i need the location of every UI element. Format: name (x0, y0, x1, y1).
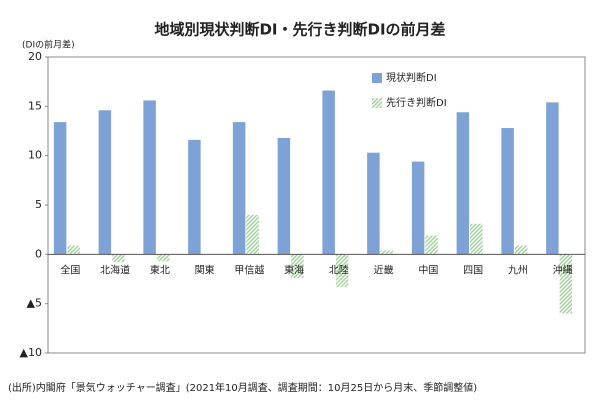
y-tick-label: 15 (28, 99, 42, 112)
bar (501, 128, 514, 255)
bar (156, 254, 170, 262)
bar (411, 161, 425, 255)
legend-swatch (372, 73, 382, 83)
bar (246, 214, 259, 255)
bar (335, 254, 349, 287)
source-note: (出所)内閣府「景気ウォッチャー調査」(2021年10月調査、調査期間：10月2… (8, 381, 477, 394)
x-tick-label: 関東 (195, 263, 215, 276)
y-tick-label: 20 (28, 50, 42, 63)
bar (232, 122, 246, 255)
x-tick-label: 北陸 (329, 263, 349, 276)
y-tick-label: 10 (28, 149, 42, 162)
bar (112, 254, 125, 263)
bar (367, 152, 380, 255)
bar (322, 90, 335, 255)
y-tick-label: ▲10 (20, 346, 42, 359)
bar (559, 254, 573, 314)
x-tick-label: 中国 (418, 263, 438, 276)
bar (67, 245, 80, 255)
bar (53, 122, 67, 255)
legend-label: 現状判断DI (386, 71, 437, 84)
legend-swatch (372, 98, 382, 108)
y-tick-label: 5 (35, 198, 42, 211)
x-tick-label: 九州 (508, 264, 528, 276)
bar (143, 100, 156, 255)
bar (470, 223, 483, 255)
x-tick-label: 東海 (284, 263, 304, 276)
x-tick-label: 沖縄 (553, 263, 573, 276)
y-axis-label: (DIの前月差) (22, 39, 75, 51)
x-tick-label: 全国 (60, 263, 80, 276)
x-tick-label: 東北 (150, 263, 170, 276)
bar (456, 112, 470, 255)
bar (380, 250, 394, 255)
bar (291, 254, 304, 279)
bar (98, 110, 112, 255)
bar (546, 102, 559, 255)
chart-title: 地域別現状判断DI・先行き判断DIの前月差 (154, 21, 445, 39)
y-tick-label: ▲5 (27, 297, 42, 310)
y-tick-label: 0 (35, 247, 42, 260)
x-tick-label: 北海道 (100, 263, 130, 276)
bar (188, 139, 201, 255)
x-tick-label: 近畿 (374, 263, 394, 276)
bar (425, 235, 438, 255)
x-tick-label: 四国 (463, 264, 483, 276)
x-tick-label: 甲信越 (234, 263, 264, 276)
legend-label: 先行き判断DI (386, 96, 447, 109)
bar (514, 245, 528, 255)
bar (277, 137, 291, 255)
